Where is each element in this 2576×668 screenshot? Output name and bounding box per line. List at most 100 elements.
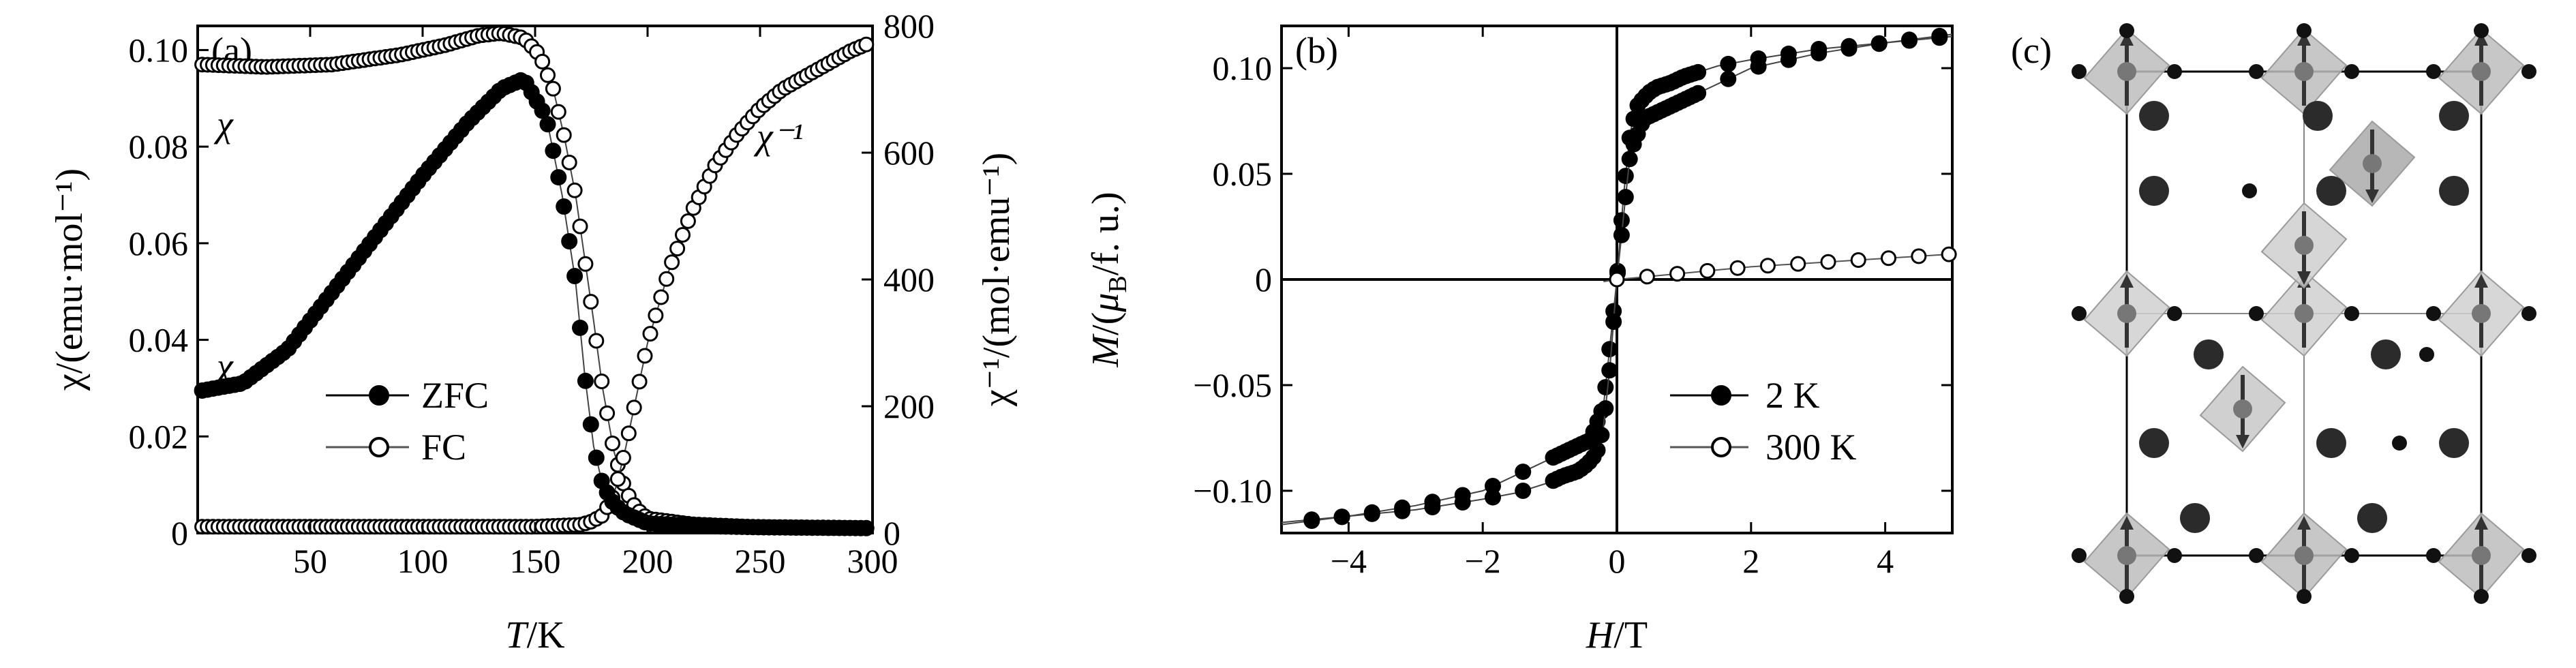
data-point (1750, 58, 1767, 75)
data-point (1589, 442, 1606, 459)
data-point (1605, 314, 1622, 330)
data-point (675, 227, 691, 243)
small-atom (2167, 548, 2182, 563)
small-atom (2119, 23, 2134, 38)
small-atom (2072, 548, 2087, 563)
x-tick-label: 150 (510, 542, 561, 580)
data-point (550, 104, 566, 120)
small-atom (2426, 548, 2441, 563)
spin-arrow-head (2236, 435, 2249, 449)
legend-fc-marker (369, 437, 389, 457)
data-point (556, 198, 573, 215)
data-point (1911, 248, 1927, 264)
small-atom (2344, 64, 2359, 79)
large-atom (2371, 339, 2401, 369)
data-point (1303, 511, 1320, 528)
metal-atom (2233, 399, 2252, 419)
panel-c-label: (c) (2011, 30, 2052, 71)
data-point (534, 102, 551, 119)
y-right-tick-label: 400 (883, 260, 935, 299)
x-tick-label: 2 (1742, 542, 1759, 580)
panel-b-chart: (b) −4 −2 0 2 4 −0.10 −0.05 0 0.05 0.10 2 K 300 K… (1085, 25, 1957, 656)
data-point (642, 326, 658, 342)
data-point (626, 399, 642, 416)
data-point (620, 425, 637, 442)
data-point (572, 218, 588, 234)
data-point (1699, 262, 1716, 279)
y-left-tick-label: 0.04 (129, 321, 189, 359)
data-point (1485, 489, 1501, 506)
metal-atom (2472, 546, 2491, 565)
panel-a-chart: (a) 50 100 150 200 250 30000.020.040.060.080.… (48, 7, 1018, 656)
data-point (1601, 362, 1618, 379)
y-right-tick-label: 0 (883, 514, 900, 552)
spin-arrow-head (2474, 32, 2488, 46)
metal-atom (2294, 546, 2314, 565)
data-point (1759, 258, 1776, 274)
data-point (572, 319, 588, 336)
data-point (577, 372, 594, 389)
data-point (648, 307, 664, 324)
legend-2k-label: 2 K (1766, 375, 1820, 416)
large-atom (2139, 176, 2169, 206)
panel-a-ticks: 50 100 150 200 250 30000.020.040.060.080.1002… (129, 7, 935, 580)
spin-arrow-head (2120, 32, 2134, 46)
data-point (550, 169, 567, 186)
y-left-tick-label: 0 (171, 514, 188, 552)
data-point (658, 271, 675, 287)
data-point (1820, 254, 1836, 270)
x-tick-label: 200 (622, 542, 673, 580)
legend-2k-marker (1711, 385, 1731, 406)
legend-fc-label: FC (421, 427, 466, 468)
y-tick-label: −0.05 (1193, 366, 1272, 404)
x-tick-label: −2 (1465, 542, 1501, 580)
x-tick-label: 100 (397, 542, 449, 580)
large-atom (2439, 176, 2469, 206)
data-point (615, 450, 631, 466)
x-tick-label: 0 (1609, 542, 1626, 580)
data-point (1621, 151, 1638, 168)
data-point (669, 241, 686, 257)
small-atom (2297, 589, 2312, 604)
small-atom (2426, 306, 2441, 321)
data-point (1941, 246, 1957, 262)
panel-a-legend: ZFC FC (326, 375, 489, 468)
legend-zfc-marker (369, 385, 389, 406)
data-point (653, 289, 669, 305)
metal-atom (2472, 62, 2491, 81)
legend-zfc-label: ZFC (421, 375, 489, 416)
y-left-tick-label: 0.10 (129, 31, 189, 69)
panel-b-marks (1281, 27, 1957, 529)
small-atom (2521, 306, 2536, 321)
panel-b-label: (b) (1295, 30, 1338, 71)
data-point (605, 436, 620, 451)
data-point (1613, 212, 1630, 229)
spin-arrow-head (2474, 516, 2488, 530)
data-point (566, 268, 584, 284)
data-point (599, 405, 616, 421)
data-point (1613, 226, 1630, 243)
data-point (582, 416, 599, 433)
y-tick-label: 0.05 (1213, 155, 1273, 193)
y-tick-label: 0 (1255, 260, 1272, 299)
spin-arrow-head (2365, 189, 2379, 203)
data-point (1333, 508, 1350, 526)
annotation-chi-inverse: χ⁻¹ (753, 116, 803, 157)
small-atom (2344, 306, 2359, 321)
data-point (539, 116, 556, 133)
data-point (583, 294, 599, 310)
data-point (1485, 478, 1501, 494)
data-point (1597, 379, 1614, 396)
data-point (1729, 260, 1746, 276)
small-atom (2521, 64, 2536, 79)
small-atom (2344, 548, 2359, 563)
x-tick-label: 50 (293, 542, 327, 580)
data-point (1690, 63, 1707, 80)
small-atom (2167, 306, 2182, 321)
data-point (588, 449, 605, 466)
y-tick-label: −0.10 (1193, 472, 1272, 510)
data-point (545, 80, 561, 97)
large-atom (2139, 101, 2169, 131)
data-point (637, 348, 653, 364)
